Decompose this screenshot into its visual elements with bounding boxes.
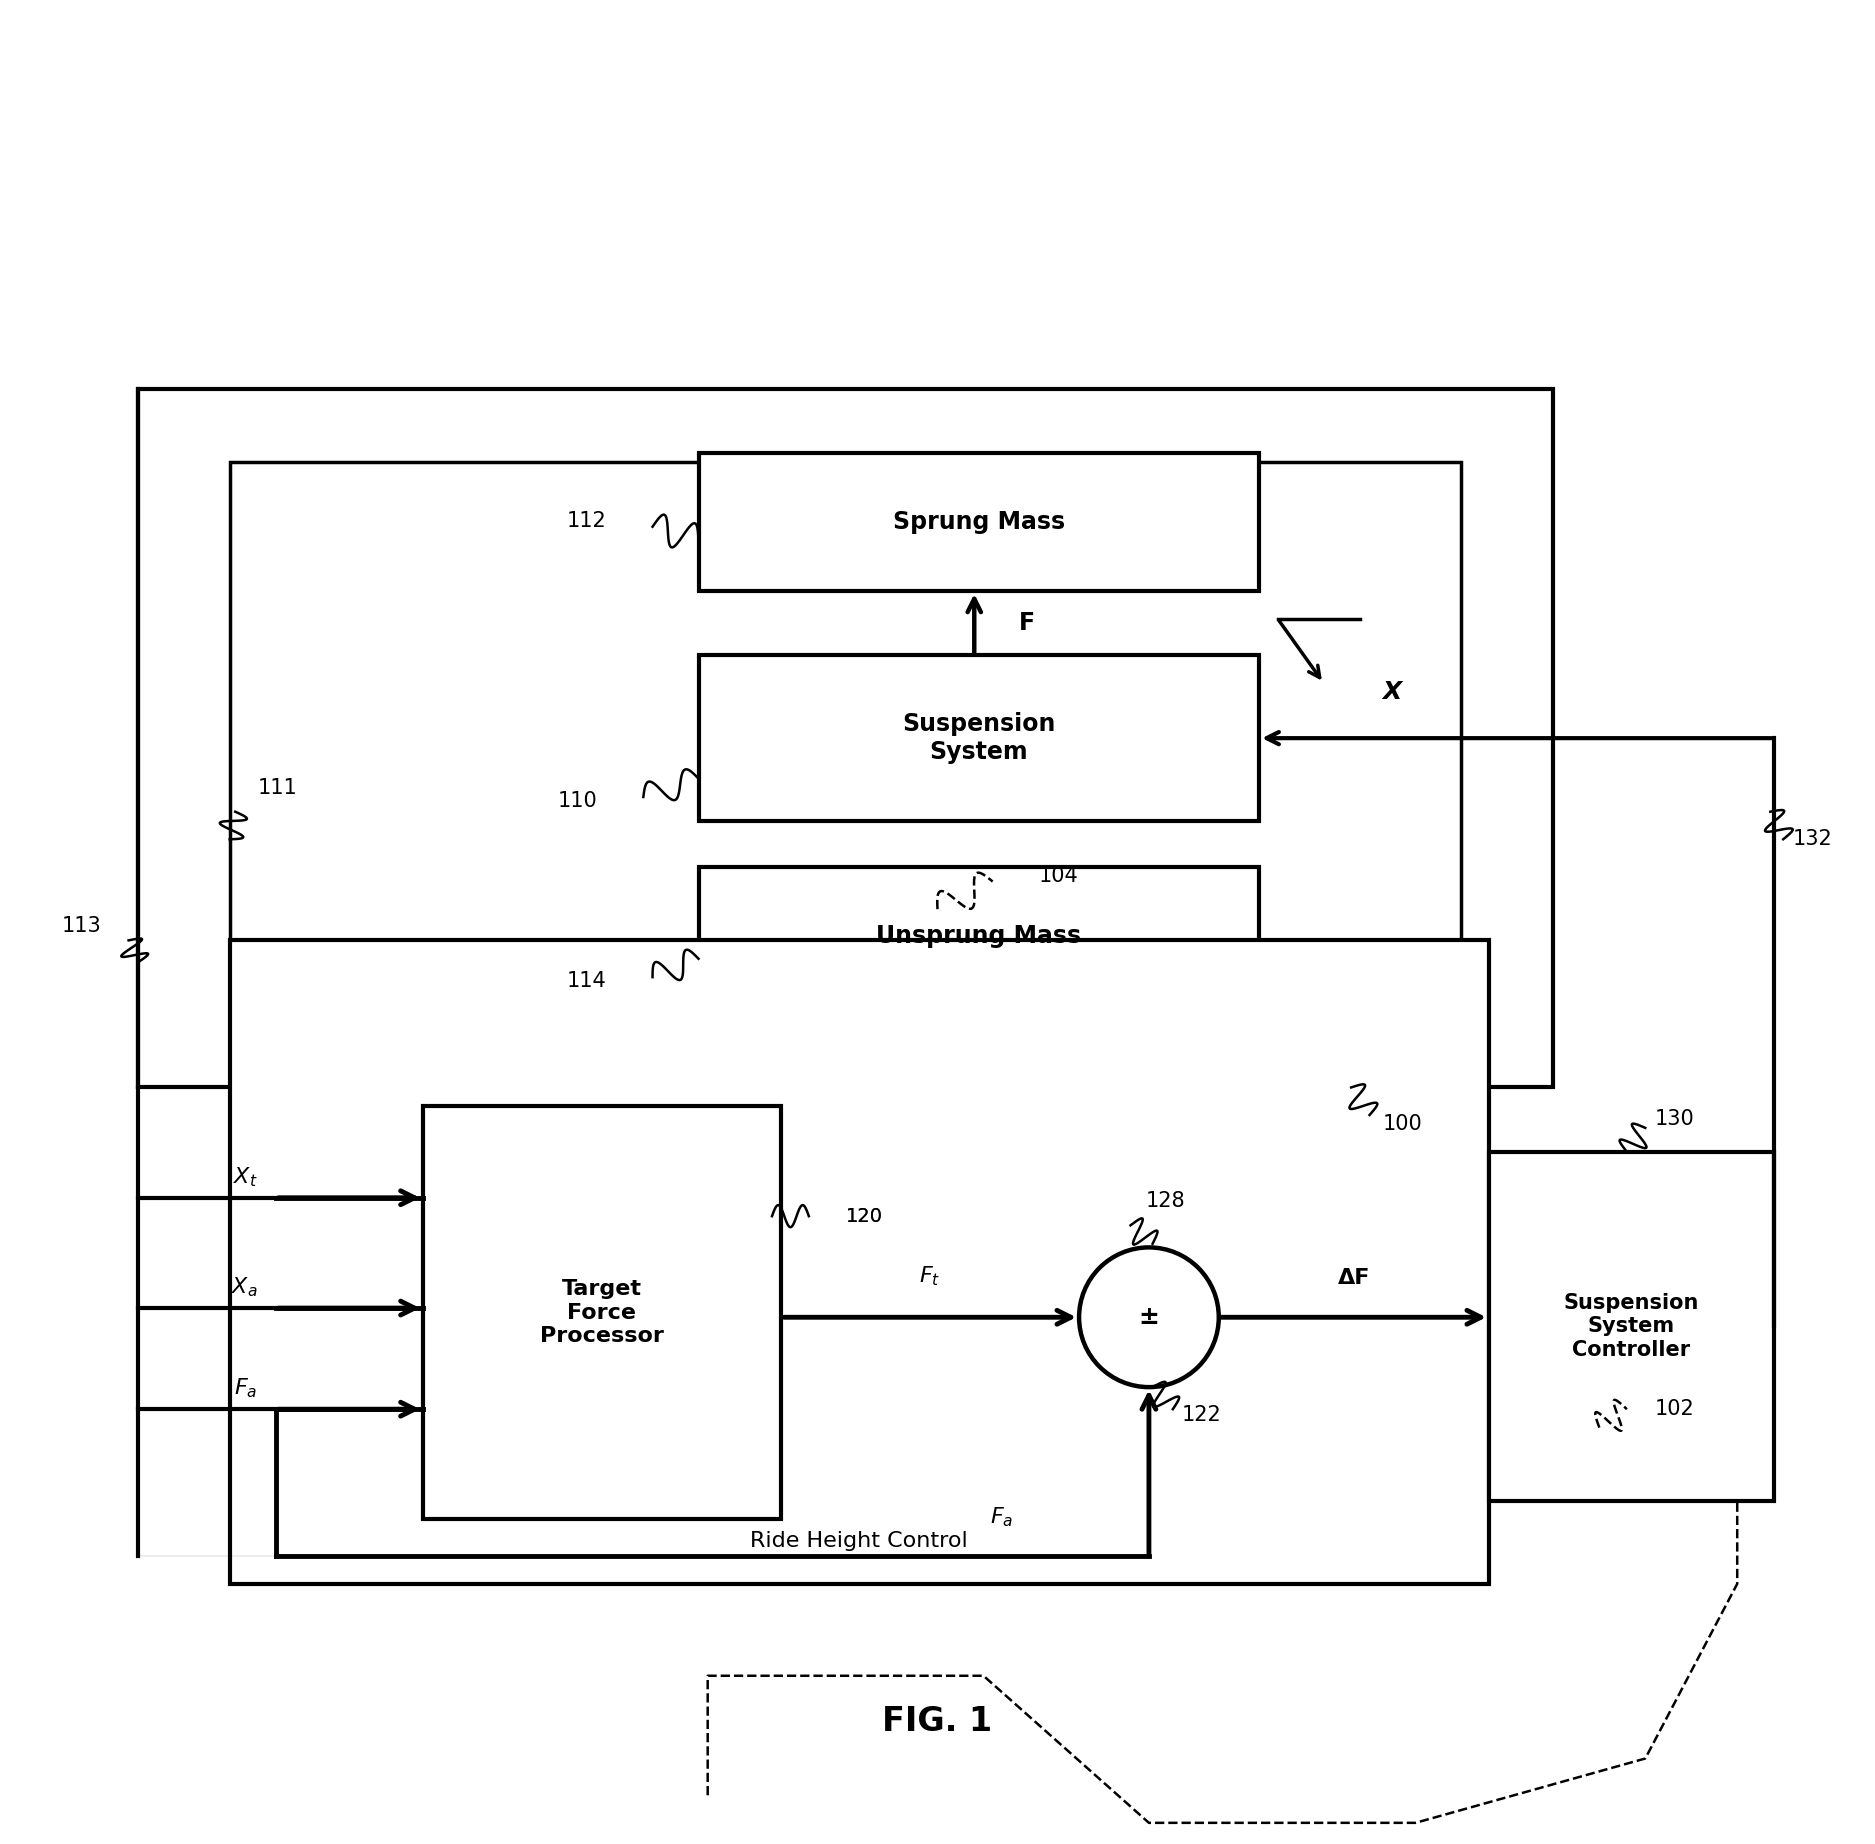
Text: $F_a$: $F_a$ xyxy=(234,1376,257,1400)
Text: Suspension
System
Controller: Suspension System Controller xyxy=(1564,1293,1699,1359)
Text: ΔF: ΔF xyxy=(1337,1269,1371,1287)
Text: 120: 120 xyxy=(846,1206,883,1226)
Text: 104: 104 xyxy=(1039,867,1078,885)
Text: ±: ± xyxy=(1138,1306,1159,1330)
Text: 100: 100 xyxy=(1382,1114,1421,1134)
Text: 111: 111 xyxy=(257,778,296,798)
Text: FIG. 1: FIG. 1 xyxy=(883,1706,992,1739)
Text: 132: 132 xyxy=(1792,830,1832,850)
Text: 110: 110 xyxy=(557,791,598,811)
Text: F: F xyxy=(1018,610,1035,634)
Text: Ride Height Control: Ride Height Control xyxy=(750,1531,968,1551)
Text: 122: 122 xyxy=(1181,1405,1222,1425)
Text: 113: 113 xyxy=(62,916,101,935)
Text: $X_t$: $X_t$ xyxy=(232,1165,257,1189)
Text: 102: 102 xyxy=(1654,1400,1695,1420)
Text: X: X xyxy=(1382,680,1402,704)
Bar xyxy=(137,389,1552,1088)
Bar xyxy=(699,454,1260,592)
Text: 120: 120 xyxy=(846,1206,883,1226)
Text: 130: 130 xyxy=(1654,1108,1695,1129)
Text: 112: 112 xyxy=(566,511,608,531)
Text: $F_a$: $F_a$ xyxy=(990,1505,1014,1529)
Text: 114: 114 xyxy=(566,970,608,990)
Text: $X_a$: $X_a$ xyxy=(231,1276,257,1298)
Text: $F_t$: $F_t$ xyxy=(919,1265,941,1287)
Circle shape xyxy=(1078,1247,1219,1387)
Bar xyxy=(1489,1152,1774,1501)
Text: Suspension
System: Suspension System xyxy=(902,712,1056,763)
Bar xyxy=(231,940,1489,1584)
Bar xyxy=(231,463,1461,1033)
Bar xyxy=(422,1106,782,1519)
Text: Target
Force
Processor: Target Force Processor xyxy=(540,1280,664,1346)
Bar xyxy=(699,655,1260,821)
Text: Sprung Mass: Sprung Mass xyxy=(892,511,1065,535)
Text: Unsprung Mass: Unsprung Mass xyxy=(876,924,1082,948)
Text: 128: 128 xyxy=(1146,1191,1185,1212)
Bar xyxy=(699,867,1260,1005)
